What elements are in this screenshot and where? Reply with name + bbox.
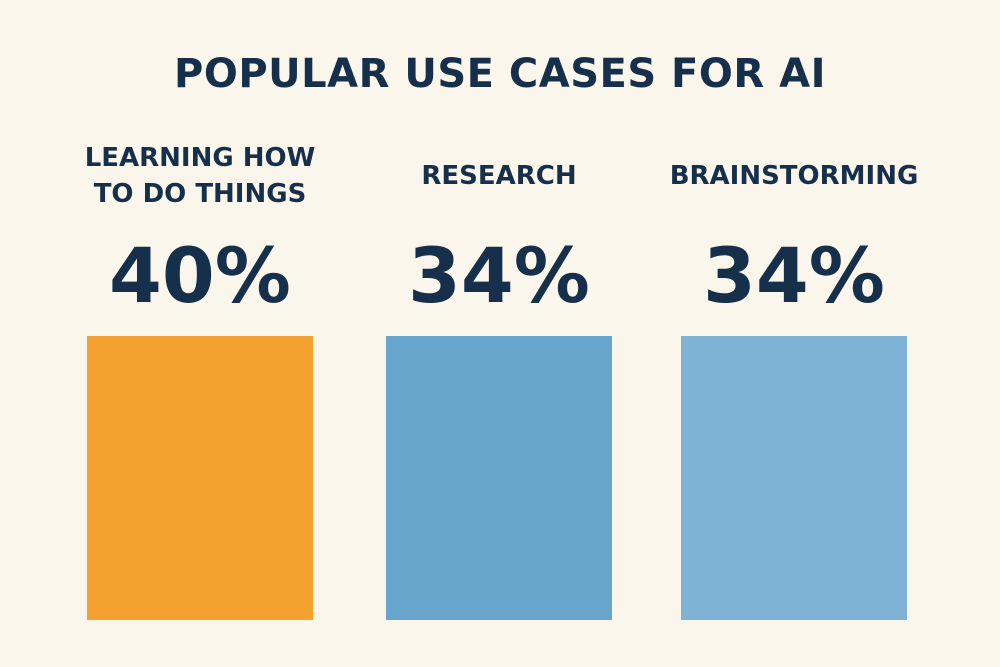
- category-label-learning: LEARNING HOW TO DO THINGS: [50, 140, 350, 212]
- category-label-research: RESEARCH: [349, 158, 649, 194]
- value-label-brainstorming: 34%: [703, 231, 885, 320]
- category-label-line: RESEARCH: [421, 161, 577, 191]
- category-label-brainstorming: BRAINSTORMING: [644, 158, 944, 194]
- category-label-line: LEARNING HOW: [84, 143, 316, 173]
- value-label-research: 34%: [408, 231, 590, 320]
- bar-group-learning: LEARNING HOW TO DO THINGS 40%: [50, 140, 350, 620]
- bar-group-brainstorming: BRAINSTORMING 34%: [644, 140, 944, 620]
- category-label-line: BRAINSTORMING: [669, 161, 919, 191]
- bar-group-research: RESEARCH 34%: [349, 140, 649, 620]
- bar-research: [386, 336, 612, 620]
- chart-title: POPULAR USE CASES FOR AI: [174, 51, 826, 97]
- bar-learning: [87, 336, 313, 620]
- bar-brainstorming: [681, 336, 907, 620]
- value-label-learning: 40%: [109, 231, 291, 320]
- category-label-line: TO DO THINGS: [93, 179, 307, 209]
